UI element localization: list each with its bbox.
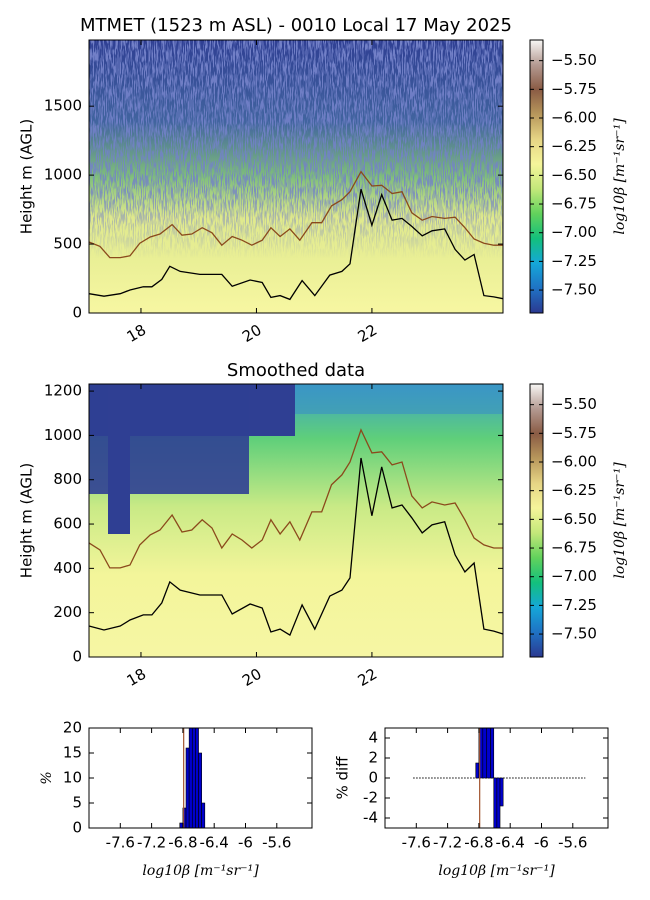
colorbar-tick-label: −7.00 — [551, 223, 597, 241]
y-tick-label: 2 — [368, 749, 378, 767]
x-tick-label: -7.6 — [106, 834, 135, 852]
y-tick-label: 800 — [53, 470, 82, 488]
colorbar-tick-label: −7.50 — [551, 625, 597, 643]
colorbar-label: log10β [m⁻¹sr⁻¹] — [612, 462, 628, 579]
colorbar-tick-label: −5.75 — [551, 80, 597, 98]
colorbar — [529, 39, 544, 314]
y-tick-label: 0 — [368, 769, 378, 787]
bar — [185, 747, 190, 828]
x-tick-label: -5.6 — [262, 834, 291, 852]
line — [88, 189, 504, 301]
plot-frame — [88, 383, 504, 658]
x-tick-label: 20 — [239, 321, 265, 346]
y-tick-label: 5 — [72, 794, 82, 812]
heatmap-background — [89, 40, 503, 657]
chart-title: Smoothed data — [227, 360, 365, 381]
y-tick-label: 0 — [72, 819, 82, 837]
line — [88, 457, 504, 637]
x-tick-label: -7.2 — [433, 834, 462, 852]
y-tick-label: 15 — [63, 744, 82, 762]
x-axis-label: log10β [m⁻¹sr⁻¹] — [438, 863, 555, 879]
y-tick-label: 1000 — [44, 426, 82, 444]
x-tick-label: 18 — [124, 665, 150, 690]
bar — [475, 762, 480, 779]
colorbar-tick-label: −6.00 — [551, 453, 597, 471]
colorbar-tick-label: −5.50 — [551, 395, 597, 413]
colorbar-tick-label: −6.75 — [551, 195, 597, 213]
x-tick-label: 22 — [355, 665, 381, 690]
y-axis-label: Height m (AGL) — [18, 119, 36, 234]
x-tick-label: -6.8 — [168, 834, 197, 852]
y-tick-label: 4 — [368, 729, 378, 747]
x-tick-label: -6.4 — [496, 834, 525, 852]
bar — [499, 777, 504, 807]
line — [88, 428, 503, 569]
colorbar-tick-label: −6.25 — [551, 137, 597, 155]
y-tick-label: 0 — [72, 304, 82, 322]
bar — [482, 728, 488, 779]
colorbar-label: log10β [m⁻¹sr⁻¹] — [612, 118, 628, 235]
x-tick-label: -6.4 — [200, 834, 229, 852]
bars — [413, 728, 586, 828]
y-tick-label: 1000 — [44, 166, 82, 184]
colorbar-tick-label: −7.50 — [551, 281, 597, 299]
y-axis-label: % — [39, 771, 55, 784]
colorbar-tick-label: −7.25 — [551, 252, 597, 270]
y-tick-label: -2 — [363, 789, 378, 807]
x-tick-label: 22 — [355, 321, 381, 346]
y-tick-label: 1200 — [44, 382, 82, 400]
x-tick-label: -7.2 — [137, 834, 166, 852]
y-tick-label: 0 — [72, 648, 82, 666]
colorbar-tick-label: −7.00 — [551, 567, 597, 585]
y-tick-label: 1500 — [44, 97, 82, 115]
colorbar-tick-label: −6.75 — [551, 539, 597, 557]
bars — [179, 728, 206, 828]
y-tick-label: 10 — [63, 769, 82, 787]
y-tick-label: 200 — [53, 603, 82, 621]
colorbar-tick-label: −6.50 — [551, 166, 597, 184]
chart-title: MTMET (1523 m ASL) - 0010 Local 17 May 2… — [80, 15, 512, 36]
x-tick-label: -6 — [238, 834, 253, 852]
colorbar-tick-label: −6.50 — [551, 510, 597, 528]
x-tick-label: 18 — [124, 321, 150, 346]
bar — [195, 728, 199, 828]
x-tick-label: -6.8 — [464, 834, 493, 852]
x-axis-label: log10β [m⁻¹sr⁻¹] — [142, 863, 259, 879]
bar — [201, 802, 206, 828]
colorbar-tick-label: −6.00 — [551, 109, 597, 127]
x-tick-label: -7.6 — [402, 834, 431, 852]
y-axis-label: % diff — [334, 756, 352, 800]
y-axis-label: Height m (AGL) — [18, 463, 36, 578]
bar — [493, 777, 498, 828]
colorbar-tick-label: −5.75 — [551, 424, 597, 442]
line — [88, 170, 503, 259]
y-tick-label: 400 — [53, 559, 82, 577]
bar — [486, 728, 491, 779]
colorbar — [529, 383, 544, 658]
bar — [198, 752, 202, 828]
plot-frame — [88, 39, 504, 314]
bar — [188, 728, 193, 828]
bar — [490, 728, 495, 779]
colorbar-tick-label: −7.25 — [551, 596, 597, 614]
y-tick-label: 600 — [53, 515, 82, 533]
y-tick-label: -4 — [363, 809, 378, 827]
y-tick-label: 500 — [53, 235, 82, 253]
bar — [496, 777, 501, 828]
x-tick-label: -6 — [534, 834, 549, 852]
y-tick-label: 20 — [63, 719, 82, 737]
x-tick-label: 20 — [239, 665, 265, 690]
bar — [191, 728, 196, 828]
colorbar-tick-label: −5.50 — [551, 51, 597, 69]
colorbar-tick-label: −6.25 — [551, 481, 597, 499]
x-tick-label: -5.6 — [558, 834, 587, 852]
